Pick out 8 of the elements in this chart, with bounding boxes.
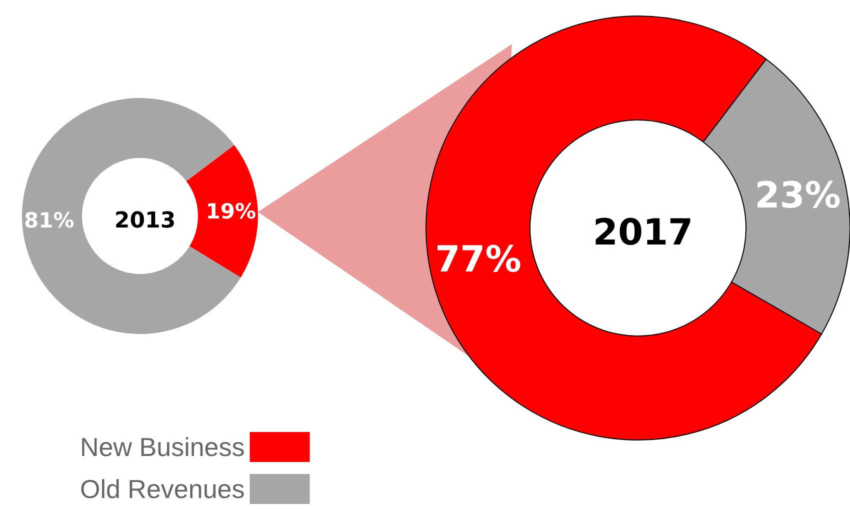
legend-label: Old Revenues — [80, 474, 245, 504]
slice-label: 2017 — [592, 212, 694, 254]
data-label: 77% — [435, 240, 522, 281]
slice-label: 2013 — [114, 208, 176, 234]
data-label: 19% — [206, 200, 256, 224]
legend-label: New Business — [80, 432, 245, 462]
data-label: 23% — [754, 175, 841, 216]
data-label: 81% — [24, 208, 74, 232]
